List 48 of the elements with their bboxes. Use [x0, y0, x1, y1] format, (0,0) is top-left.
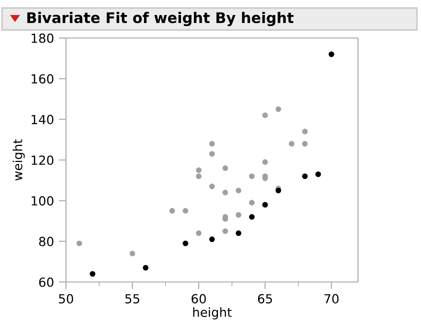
y-tick-label: 60: [39, 277, 54, 287]
point: [249, 200, 255, 206]
y-tick-label: 180: [32, 33, 54, 43]
point: [288, 140, 294, 147]
point: [209, 140, 215, 147]
point: [142, 264, 148, 271]
point: [302, 128, 308, 134]
point: [130, 250, 136, 256]
y-axis-title: weight: [12, 139, 25, 181]
point: [302, 140, 308, 147]
x-tick-label: 70: [324, 294, 339, 304]
point: [236, 188, 242, 194]
point: [262, 159, 268, 165]
point: [236, 212, 242, 218]
x-tick-label: 55: [125, 294, 140, 304]
point: [249, 214, 255, 220]
point: [169, 208, 175, 214]
point: [222, 165, 228, 171]
x-axis-title: height: [193, 307, 232, 320]
y-tick-label: 140: [32, 114, 54, 124]
point: [222, 190, 228, 196]
y-tick-label: 100: [32, 196, 54, 206]
y-tick-label: 80: [39, 236, 54, 246]
point: [209, 184, 215, 190]
point: [196, 230, 202, 236]
point: [236, 230, 242, 236]
y-tick-label: 120: [32, 155, 54, 165]
point: [249, 173, 255, 180]
point: [315, 171, 321, 178]
point: [90, 271, 96, 277]
y-tick-label: 160: [32, 74, 54, 84]
x-tick-label: 60: [192, 294, 206, 304]
point: [182, 240, 188, 246]
point: [276, 106, 282, 112]
chart-title: Bivariate Fit of weight By height: [27, 12, 294, 26]
point: [76, 240, 82, 246]
point: [302, 173, 308, 180]
point: [209, 151, 215, 157]
point: [222, 228, 228, 234]
point: [209, 236, 215, 242]
point: [262, 112, 268, 118]
point: [182, 208, 188, 214]
point: [196, 167, 202, 173]
point: [262, 202, 268, 208]
x-tick-label: 65: [258, 294, 272, 304]
point: [328, 51, 334, 58]
x-tick-label: 50: [59, 294, 74, 304]
point: [196, 173, 202, 180]
